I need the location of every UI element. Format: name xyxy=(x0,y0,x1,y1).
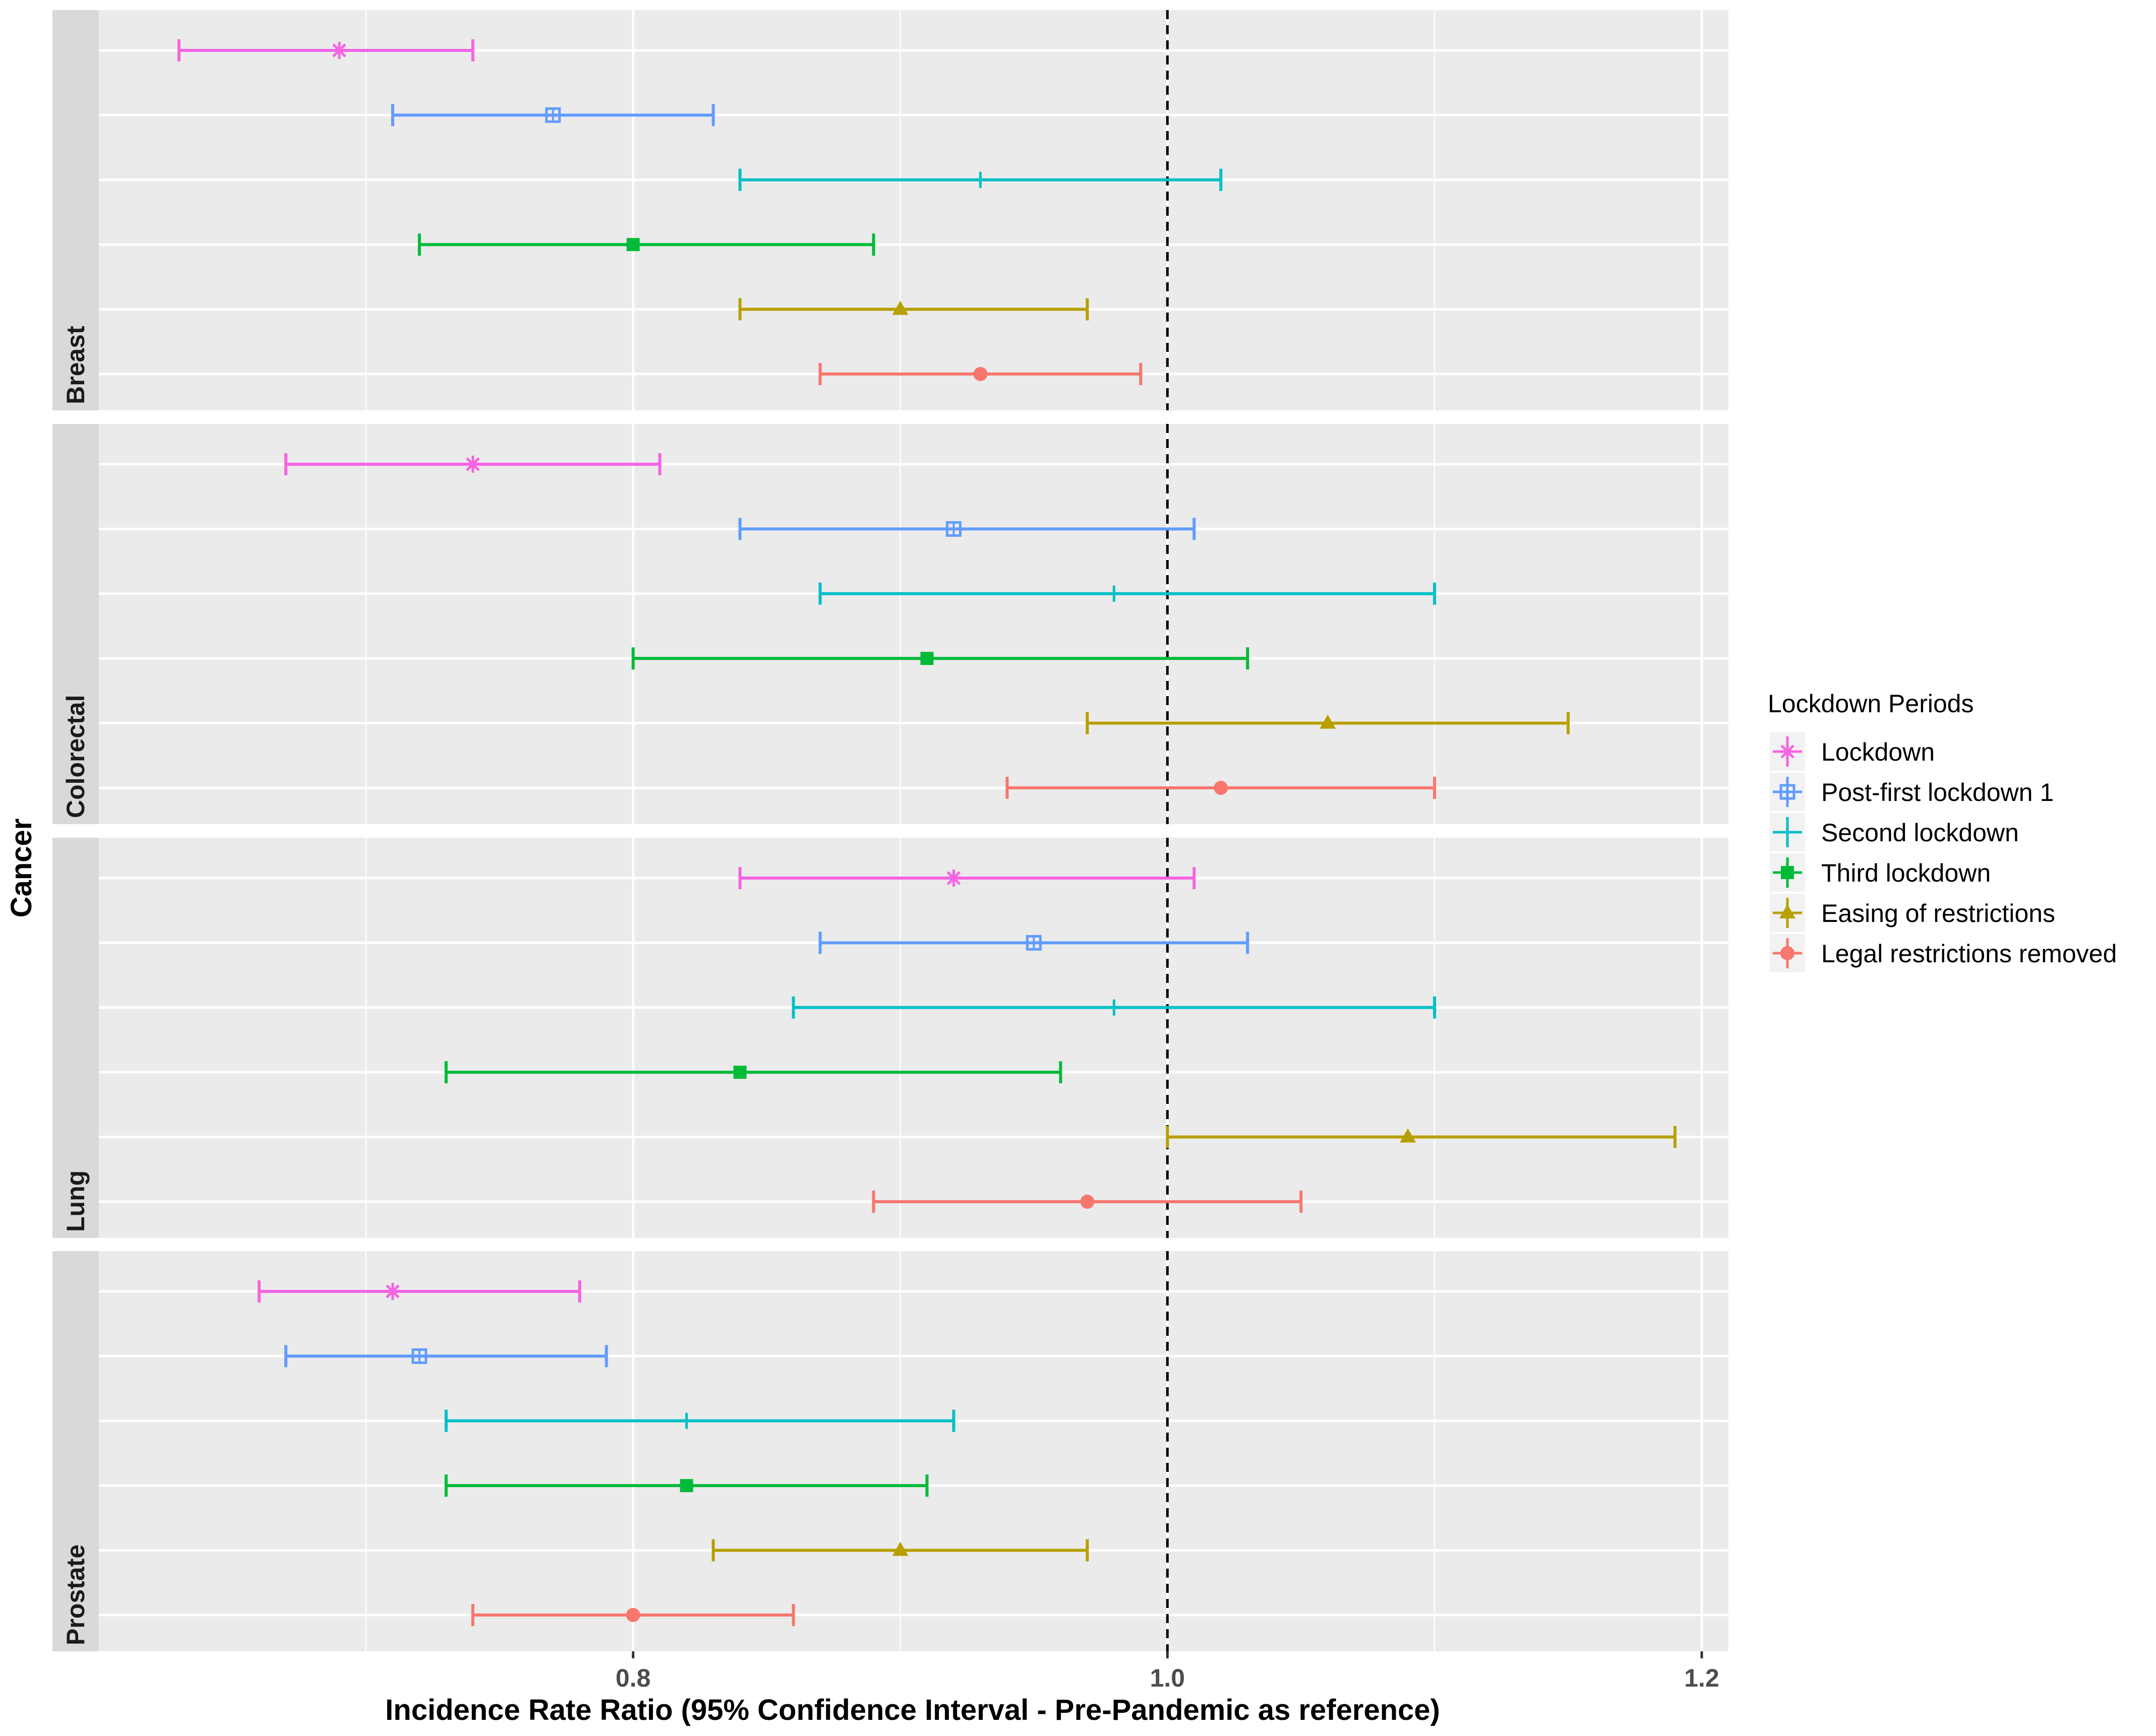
legend-label: Third lockdown xyxy=(1821,859,1991,887)
errorbar-easing-of-restrictions xyxy=(738,298,1089,321)
point-estimate-triangle xyxy=(1400,1128,1416,1143)
panel-background xyxy=(99,838,1728,1238)
errorbar-post-first-lockdown-1 xyxy=(391,104,715,127)
errorbar-second-lockdown xyxy=(738,168,1223,191)
point-estimate-asterisk xyxy=(384,1283,401,1300)
x-tick-label: 1.2 xyxy=(1684,1664,1719,1692)
facet-label: Prostate xyxy=(62,1544,90,1645)
point-estimate-circle xyxy=(973,367,988,381)
panels-group: Breast Colorectal Lung Prostate xyxy=(52,10,1728,1651)
errorbar-lockdown xyxy=(738,867,1196,889)
errorbar-legal-restrictions-removed xyxy=(872,1191,1303,1213)
errorbar-lockdown xyxy=(257,1280,581,1303)
y-axis-title: Cancer xyxy=(5,819,38,918)
legend-label: Easing of restrictions xyxy=(1821,899,2055,927)
legend-title: Lockdown Periods xyxy=(1768,690,1974,718)
legend-marker-asterisk xyxy=(1779,743,1796,760)
errorbar-post-first-lockdown-1 xyxy=(284,1345,608,1368)
panel-breast: Breast xyxy=(52,10,1728,410)
x-axis-title: Incidence Rate Ratio (95% Confidence Int… xyxy=(385,1694,1440,1726)
point-estimate-asterisk xyxy=(464,456,482,473)
legend-marker-plus xyxy=(1779,824,1795,840)
legend-label: Legal restrictions removed xyxy=(1821,940,2117,968)
facet-strip xyxy=(52,10,99,410)
legend-label: Post-first lockdown 1 xyxy=(1821,778,2054,807)
panel-background xyxy=(99,1251,1728,1651)
point-estimate-triangle xyxy=(1320,714,1336,729)
errorbar-third-lockdown xyxy=(417,233,875,256)
errorbar-second-lockdown xyxy=(818,582,1436,605)
point-estimate-square xyxy=(680,1479,693,1493)
panel-background xyxy=(99,10,1728,410)
errorbar-third-lockdown xyxy=(444,1061,1062,1084)
legend-label: Second lockdown xyxy=(1821,819,2019,847)
point-estimate-asterisk xyxy=(330,42,348,59)
x-tick-label: 1.0 xyxy=(1150,1664,1185,1692)
point-estimate-triangle xyxy=(892,1541,909,1556)
point-estimate-circle xyxy=(626,1608,640,1622)
legend-item-easing-of-restrictions: Easing of restrictions xyxy=(1770,894,2055,932)
legend-item-post-first-lockdown-1: Post-first lockdown 1 xyxy=(1770,773,2054,811)
errorbar-post-first-lockdown-1 xyxy=(738,518,1196,540)
legend-marker-square-cross xyxy=(1779,784,1795,800)
point-estimate-square-cross xyxy=(945,521,962,537)
point-estimate-square-cross xyxy=(545,107,561,123)
point-estimate-plus xyxy=(972,171,989,188)
errorbar-legal-restrictions-removed xyxy=(471,1604,795,1626)
errorbar-easing-of-restrictions xyxy=(711,1539,1089,1562)
point-estimate-square xyxy=(626,238,640,252)
point-estimate-square-cross xyxy=(411,1348,428,1364)
point-estimate-plus xyxy=(1106,585,1122,602)
point-estimate-plus xyxy=(1106,999,1122,1016)
legend-item-legal-restrictions-removed: Legal restrictions removed xyxy=(1770,934,2117,972)
panel-prostate: Prostate xyxy=(52,1251,1728,1651)
point-estimate-triangle xyxy=(892,300,909,315)
panel-colorectal: Colorectal xyxy=(52,424,1728,824)
errorbar-second-lockdown xyxy=(792,996,1436,1019)
point-estimate-square-cross xyxy=(1026,935,1042,951)
errorbar-second-lockdown xyxy=(444,1409,955,1432)
x-tick-label: 0.8 xyxy=(616,1664,651,1692)
errorbar-lockdown xyxy=(284,453,662,475)
point-estimate-asterisk xyxy=(945,870,963,887)
errorbar-lockdown xyxy=(177,39,474,61)
legend-label: Lockdown xyxy=(1821,738,1935,766)
facet-label: Lung xyxy=(62,1170,90,1232)
x-axis: 0.8 1.0 1.2 xyxy=(616,1651,1719,1692)
point-estimate-square xyxy=(920,652,934,665)
panel-lung: Lung xyxy=(52,838,1728,1238)
facet-strip xyxy=(52,1251,99,1651)
legend-item-third-lockdown: Third lockdown xyxy=(1770,853,1991,892)
errorbar-legal-restrictions-removed xyxy=(1005,777,1436,799)
point-estimate-plus xyxy=(678,1412,695,1429)
legend: Lockdown Periods Lockdown Post-first lockd… xyxy=(1768,690,2117,972)
facet-strip xyxy=(52,424,99,824)
errorbar-third-lockdown xyxy=(444,1474,929,1497)
point-estimate-square xyxy=(733,1066,747,1079)
facet-label: Breast xyxy=(62,326,90,404)
panel-background xyxy=(99,424,1728,824)
errorbar-post-first-lockdown-1 xyxy=(818,932,1249,954)
errorbar-third-lockdown xyxy=(631,647,1249,670)
errorbar-easing-of-restrictions xyxy=(1166,1126,1677,1148)
facet-label: Colorectal xyxy=(62,695,90,818)
errorbar-easing-of-restrictions xyxy=(1086,712,1570,734)
point-estimate-circle xyxy=(1214,781,1228,795)
legend-item-lockdown: Lockdown xyxy=(1770,732,1935,771)
facet-strip xyxy=(52,838,99,1238)
legend-marker-circle xyxy=(1780,946,1794,960)
point-estimate-circle xyxy=(1080,1195,1095,1209)
legend-item-second-lockdown: Second lockdown xyxy=(1770,813,2019,851)
legend-marker-square xyxy=(1781,866,1794,879)
legend-marker-triangle xyxy=(1779,904,1795,918)
errorbar-legal-restrictions-removed xyxy=(818,363,1143,385)
